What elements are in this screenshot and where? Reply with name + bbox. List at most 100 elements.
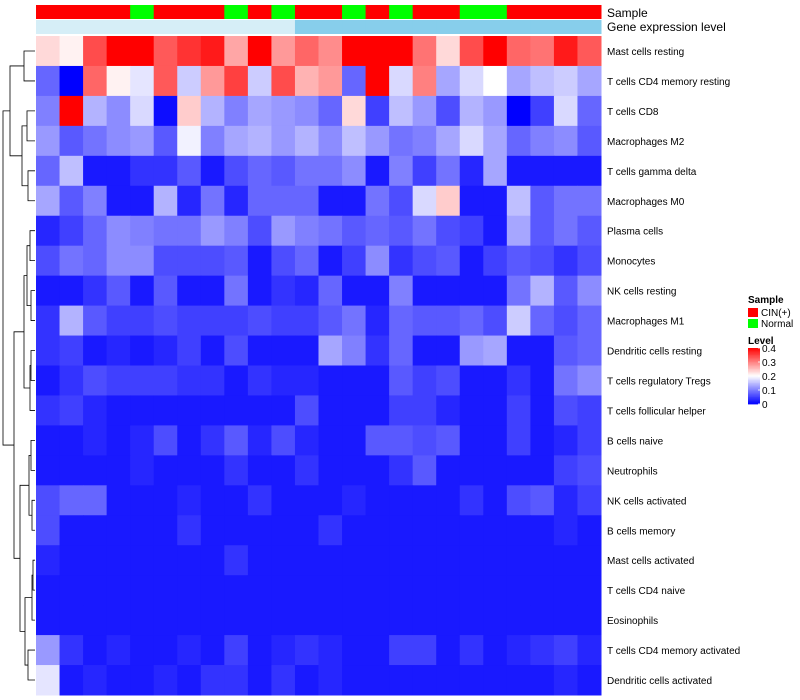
heatmap-cell	[59, 36, 84, 67]
heatmap-cell	[247, 425, 272, 456]
heatmap-cell	[553, 215, 578, 247]
heatmap-cell	[106, 455, 131, 486]
heatmap-cell	[483, 515, 508, 546]
heatmap-cell	[153, 515, 178, 546]
heatmap-cell	[59, 395, 84, 426]
heatmap-cell	[389, 245, 414, 277]
heatmap-cell	[318, 635, 343, 666]
heatmap-cell	[177, 545, 202, 576]
heatmap-cell	[177, 245, 202, 277]
row-label: Macrophages M2	[607, 137, 685, 148]
heatmap-cell	[177, 425, 202, 456]
expression-annotation-cell	[483, 20, 508, 34]
heatmap-cell	[365, 365, 390, 396]
heatmap-cell	[506, 515, 531, 546]
heatmap-cell	[318, 485, 343, 516]
heatmap-cell	[177, 155, 202, 187]
heatmap-cell	[224, 155, 249, 187]
heatmap-cells	[36, 36, 602, 696]
heatmap-cell	[483, 545, 508, 576]
heatmap-cell	[177, 635, 202, 666]
heatmap-cell	[530, 395, 555, 426]
heatmap-cell	[365, 185, 390, 217]
heatmap-cell	[459, 305, 484, 337]
expression-annotation-cell	[436, 20, 461, 34]
heatmap-cell	[342, 425, 367, 456]
heatmap-cell	[177, 665, 202, 696]
heatmap-cell	[318, 515, 343, 546]
heatmap-cell	[577, 335, 602, 366]
heatmap-cell	[389, 635, 414, 666]
heatmap-cell	[247, 215, 272, 247]
heatmap-cell	[412, 365, 437, 396]
colorbar-segment	[748, 395, 760, 398]
heatmap-cell	[36, 155, 61, 187]
heatmap-cell	[436, 305, 461, 337]
annotation-tracks	[36, 5, 602, 34]
heatmap-cell	[271, 335, 296, 366]
heatmap-cell	[553, 185, 578, 217]
heatmap-cell	[36, 455, 61, 486]
heatmap-cell	[412, 395, 437, 426]
heatmap-cell	[153, 125, 178, 157]
heatmap-cell	[177, 65, 202, 97]
heatmap-cell	[553, 275, 578, 307]
sample-annotation-cell	[506, 5, 531, 19]
colorbar-segment	[748, 390, 760, 392]
heatmap-cell	[59, 485, 84, 516]
heatmap-cell	[247, 305, 272, 337]
heatmap-cell	[459, 665, 484, 696]
heatmap-cell	[247, 575, 272, 606]
heatmap-cell	[530, 245, 555, 277]
heatmap-cell	[224, 545, 249, 576]
heatmap-cell	[224, 95, 249, 127]
heatmap-cell	[247, 485, 272, 516]
heatmap-cell	[271, 455, 296, 486]
heatmap-cell	[389, 395, 414, 426]
sample-annotation-cell	[271, 5, 296, 19]
heatmap-cell	[506, 425, 531, 456]
heatmap-cell	[436, 245, 461, 277]
heatmap-cell	[506, 605, 531, 636]
heatmap-cell	[294, 365, 319, 396]
heatmap-cell	[106, 635, 131, 666]
heatmap-cell	[130, 215, 155, 247]
heatmap-cell	[294, 515, 319, 546]
heatmap-cell	[106, 305, 131, 337]
heatmap-cell	[130, 185, 155, 217]
heatmap-cell	[577, 245, 602, 277]
sample-annotation-cell	[153, 5, 178, 19]
heatmap-cell	[224, 665, 249, 696]
heatmap-cell	[459, 335, 484, 366]
heatmap-cell	[365, 305, 390, 337]
heatmap-cell	[59, 155, 84, 187]
dendrogram-branch	[24, 597, 32, 666]
heatmap-cell	[83, 365, 108, 396]
heatmap-cell	[412, 635, 437, 666]
heatmap-cell	[506, 545, 531, 576]
heatmap-cell	[106, 215, 131, 247]
legend-sample: Sample CIN(+) Normal	[748, 295, 793, 330]
heatmap-cell	[483, 275, 508, 307]
heatmap-cell	[247, 605, 272, 636]
dendrogram-branch	[31, 574, 35, 621]
heatmap-cell	[36, 275, 61, 307]
heatmap-cell	[342, 275, 367, 307]
legend-sample-title: Sample	[748, 295, 784, 306]
heatmap-cell	[506, 275, 531, 307]
sample-annotation-cell	[59, 5, 84, 19]
heatmap-cell	[553, 545, 578, 576]
heatmap-cell	[200, 665, 225, 696]
heatmap-cell	[412, 215, 437, 247]
heatmap-cell	[153, 575, 178, 606]
heatmap-cell	[59, 455, 84, 486]
heatmap-cell	[224, 215, 249, 247]
heatmap-cell	[59, 305, 84, 337]
heatmap-cell	[577, 155, 602, 187]
heatmap-cell	[365, 215, 390, 247]
heatmap-cell	[318, 215, 343, 247]
row-label: Neutrophils	[607, 466, 658, 477]
heatmap-cell	[294, 455, 319, 486]
dendrogram-branch	[32, 559, 35, 591]
heatmap-cell	[177, 605, 202, 636]
